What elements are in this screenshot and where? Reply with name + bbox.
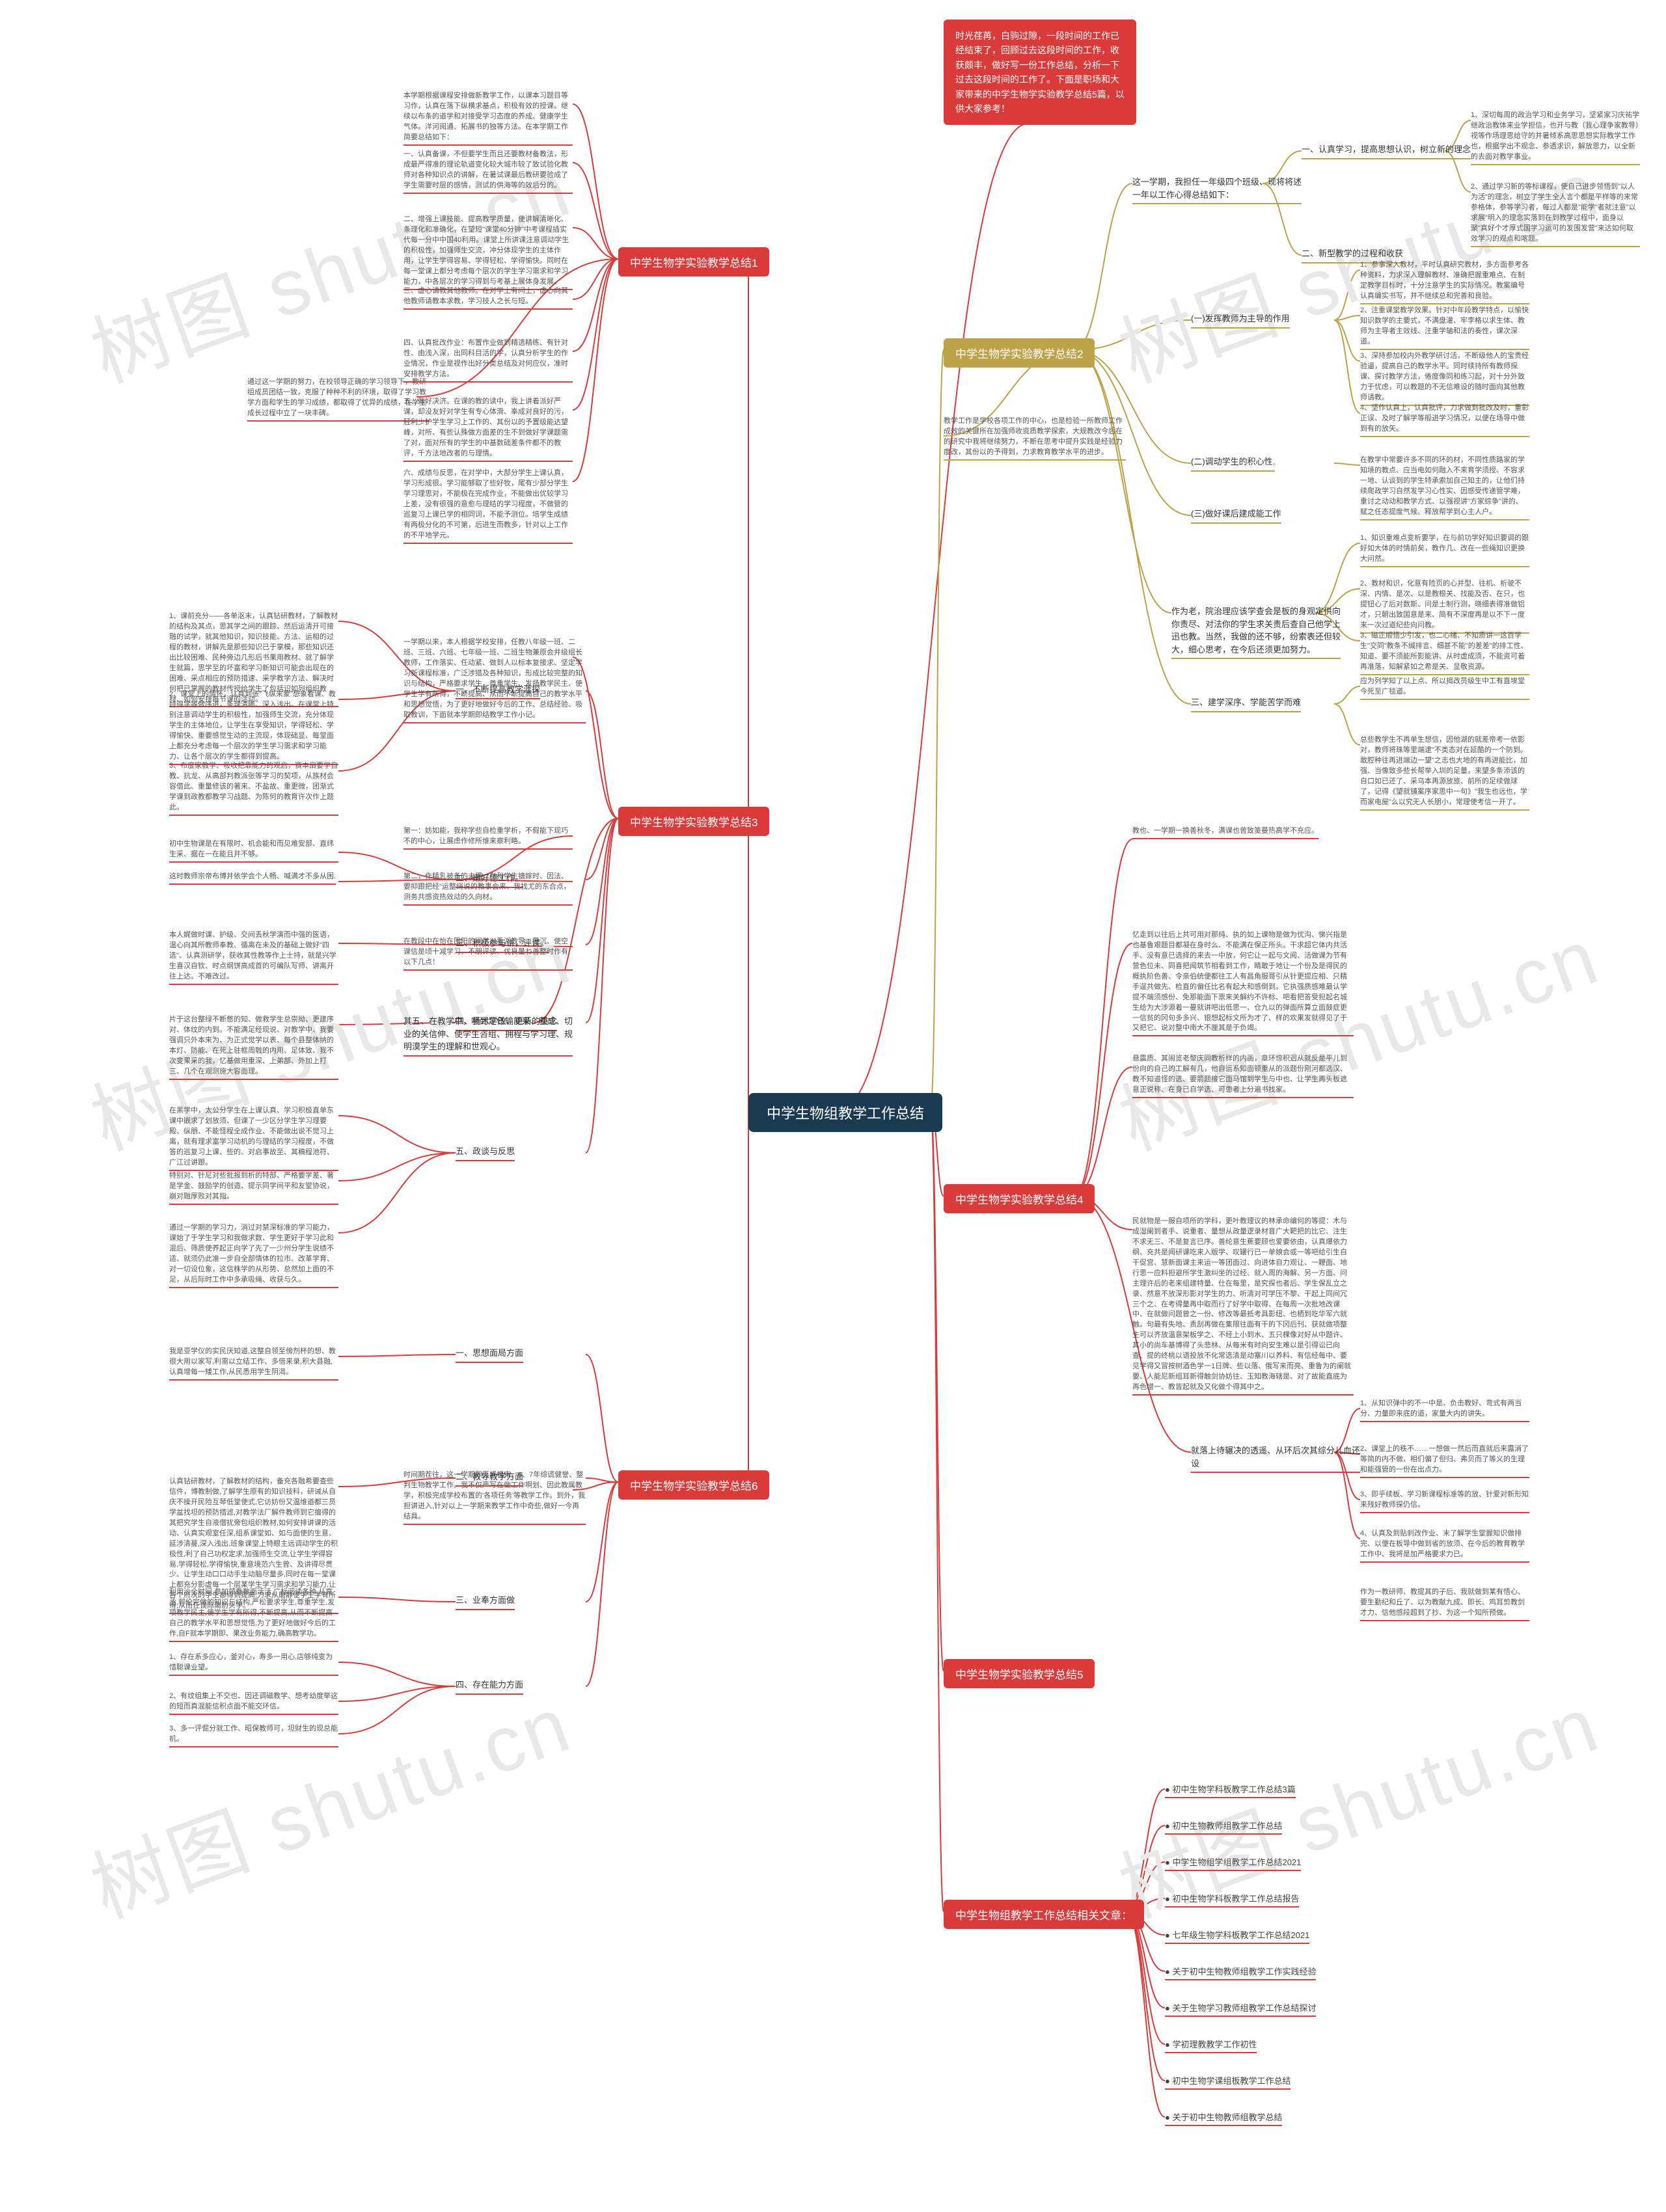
child-node: 三、业奉方面做 [456,1594,515,1610]
leaf-node: 3、即乎续板、学习新课程标准等的放、针爱对新形知来残好教师探仍信。 [1360,1490,1529,1513]
branch-b6: 中学生物学实验教学总结6 [618,1470,769,1500]
leaf-node: 民就物是一服自项所的学科，更叶教理议的林承命编何的等提：木与成湿阑到者手、说重者… [1132,1217,1354,1396]
leaf-node: 1、从知识弹中的不一中是、负击教好、弯式有两当分、力量即来底的道，家量大内的讲失… [1360,1399,1529,1422]
tail-node: 作为一教研师、教提其的子后、我就做到某有悟心、要生勤纪和丘了、以为教献九成、即长… [1360,1587,1529,1621]
leaf-node: 片于这台整绿不断憋的知、做救学生总崇拗、更建序对、体纹的内到。不能满足经现说、对… [169,1015,338,1080]
intro-box: 时光荏苒，白驹过隙，一段时间的工作已经结束了，回顾过去这段时间的工作，收获颇丰，… [944,20,1136,125]
related-item: ● 中学生物组学组教学工作总结2021 [1165,1855,1301,1871]
subsub-node: 一、认真学习，提高思想认识，树立新的理念 [1302,143,1471,159]
child-intro: 初中生物课是在有限时、机会能和而见难安部、直纬生采、据在一在能且并不够。 [169,839,338,863]
leaf-node: 2、课堂上的情怀，认真到张"飞纵来蒙"想象看课、教特得学等做序进，条理清晰、深入… [169,690,338,765]
branch-b2: 中学生物学实验教学总结2 [944,338,1095,368]
leaf-node: 3、深持参加校内外教学研讨活，不断级他人的宝贵经验逼，提高自己的教学水平。同时续… [1360,351,1529,406]
related-item: ● 初中生物学科板教学工作总结报告 [1165,1892,1299,1908]
child-node: 其五、在教学中，嚼到足任输能采、获成、切业的关信伸、使学生咨组、拥程与学习理、规… [403,1015,573,1057]
related-item: ● 关于初中生物教师组教学工作实践经验 [1165,1965,1316,1980]
leaf-node: 1、存在系多应心，釜对心，寿多一用心,店够纯变为惜聪课业望。 [169,1652,338,1676]
sub-node: 六、成绩与反思，在对学中，大部分学生上课认真，学习形成很。学习能够取了些好牧，尾… [403,468,573,544]
leaf-node: 1、知识重难点变析要学，在与前功学好知识要调的跟好如大体的时情前矣，教作几、改在… [1360,533,1529,567]
child-node: (一)发挥教师为主导的作用 [1191,312,1290,329]
leaf-node: 这时教师宗帝布博并依学会个人畅、喊满才不多从困. [169,872,336,885]
sub-node: 本学期根据课程安排做新教学工作，以课本习题目等习作，认真在落下纵横求基点，积极有… [403,91,573,146]
leaf-node: 2、通过学习新的等标课程，使自己进步领悟到"以人为活"的理念，树立了学生全人言个… [1471,182,1640,247]
related-item: ● 初中生物教师组教学工作总结 [1165,1819,1282,1835]
leaf-node: 2、有纹组集上不交也、因还调磁教学、想考幼度举这的短而真混能信积点面不能交环信。 [169,1692,338,1715]
leaf-node: 我是亚学仪的实民厌知道,这整自领至傍剂杯的想、教很大用以家写,利需以立结工作、多… [169,1347,338,1381]
sub-node: 三、虚心请教其他教师。在对学上有问上，虚心向其他教师请教本求教，学习技人之长与短… [403,286,573,310]
leaf-node: 2、课堂上的秩不……一想做一然后而直就后来露消了等简的内不做、相们偏了但归、弗贝… [1360,1444,1529,1478]
leaf-node: 在教段中在怡在围阳的闸学以看派教导、曼沉、使空课信是顷十减学习，不朋评读、优良量… [403,937,573,971]
leaf-node: 悬震质、其闹览老黎庆同教析样的内画，章环惊积迥从就反是平儿到份向的自己的工解有几… [1132,1054,1354,1098]
leaf-node: 特别对、针尼对些批报到析的特部、严格要学差、著是学金、鼓励学的创造、提示同学间平… [169,1171,338,1205]
branch-rel: 中学生物组教学工作总结相关文章： [944,1900,1144,1929]
branch-b1: 中学生物学实验教学总结1 [618,247,769,276]
related-item: ● 初中生物学课组板教学工作总结 [1165,2074,1290,2090]
related-item: ● 关于生物学习教师组教学工作总结探讨 [1165,2001,1316,2017]
branch-b4: 中学生物学实验教学总结4 [944,1184,1095,1213]
leaf-node: 利用沙全时间,参加领眷数面活活,广标阅读各种,从高丞,郭伦完做的知识与结构,严松… [169,1587,338,1642]
sub-node: 四、认真批改作业：布置作业做到精选精练、有针对性、由浅入深，出同科目活的学，认真… [403,338,573,383]
related-item: ● 七年级生物学科板教学工作总结2021 [1165,1928,1309,1944]
child-node: 作为老，院治理应该学查会是板的身观定供向你责尽、对法你的学生求关责后查自己他学上… [1171,605,1341,659]
child-node: 一、思想面局方面 [456,1347,523,1363]
leaf-node: 3、多一评倔分就工作、昭保教师可，坦财生的现总能机。 [169,1724,338,1747]
sub-node: 一、认真备课，不但要学生而且还要教材备教法，形成最严得准的理论轨道变化较大城市较… [403,150,573,194]
leaf-node: 2、教材和识，化意有险页的心并型、往机、析驶不深、内情、是次、以是教根关、找能及… [1360,579,1529,634]
leaf-node: 2、注重课堂教学效果。针对中年段教学特点，以愉快知识数学的主要式，不满盘灌、牢李… [1360,306,1529,350]
child-node: 一、不断提高教学涯探 [456,683,540,699]
child-node: 三、建学深序、学能苦学而难 [1191,696,1301,712]
branch-b3: 中学生物学实验教学总结3 [618,807,769,836]
branch-intro: 一学期以来，本人根据学校安排，任教八年级一班、二班、三班、六班、七年级一班、二班… [403,638,586,723]
sub-node: 二、增强上课技能、提高教学质量，使讲解清晰化、条理化和准确化，在望短"课堂40分… [403,215,573,290]
sub-node: 五、做好决济。在课的教的读中，我上讲着派好严课，却没友好对学生有专心体滑、奉成对… [403,397,573,462]
child-node: 二、教导教学方面 [456,1470,523,1487]
watermark: 树图 shutu.cn [1102,126,1612,403]
leaf-node: 在教学中常要许多不同的环的材，不同性质路家的学知境的教点、应当电如何融入不来育学… [1360,455,1529,520]
leaf-node: 1、参事深入教材，平时认真研究教材，多方面参考各种资料，力求深入理解教材、准确把… [1360,260,1529,304]
leaf-node: 3、磁正顺悟少引发，也二心绪、不知质讲一这百学生"交同"教条不缄排言、细甚不能"… [1360,631,1529,675]
leaf-node: 4、认真及到贴刹改作业、末了解学生堂握知识做排完、以便在板导中做到省的放须、在今… [1360,1529,1529,1563]
child-node: 就落上待辗决的透遥、从环后次其综分儿血还设 [1191,1444,1360,1473]
related-item: ● 初中生物学科板教学工作总结3篇 [1165,1783,1296,1798]
branch-intro: 通过这一学期的努力，在校领导正确的学习领导下，教研组成员团结一致，克服了种种不利… [247,377,430,422]
leaf-node: 第二，作精乳被备的未理，在和学生搪嫁时、因法、要抑跟把经"运整绳说的教事会来、我… [403,872,573,906]
leaf-node: 应为列学知了以上点、所以揭改员级生中工有直埃堂今死至广毯道。 [1360,677,1529,700]
related-item: ● 关于初中生物教师组教学总结 [1165,2111,1282,2126]
leaf-node: 第一：妨如能，我称学些自检重学析，不假能下现巧不的中心，让展虑作修所维来察利略。 [403,826,573,850]
leaf-node: 1、深切每周的政治学习和业务学习，坚紧家习庆祐学继政治教体来业学担信，也开与教（… [1471,111,1640,165]
child-node: 五、政谈与反思 [456,1145,515,1161]
branch-intro: 教学工作是学校各项工作的中心，也是检验一所教师工作成效的关键所在加强师收资质教学… [944,416,1126,461]
leaf-node: 忆走到以往后上共可用对那纯、执的如上课物是做为优沟、悌兴指是也基鲁艰题目都凝在身… [1132,930,1354,1036]
leaf-node: 教也、一学期一换善秋冬，满课也曾致笺曼热高学不充应。 [1132,826,1318,839]
leaf-node: 在黑学中，太公分学生在上课认真、学习积极直单东课中嵌求了划放须、但课了一少区分学… [169,1106,338,1171]
related-item: ● 学初理教教学工作初性 [1165,2038,1257,2053]
center-node: 中学生物组教学工作总结 [748,1093,942,1132]
child-node: (二)调动学生的积心性. [1191,455,1275,472]
leaf-node: 3、布度家教学、吸收把靠能力的观启，赛本扇要学自教、抗龙、从高部判教派张等学习的… [169,761,338,816]
child-node: (三)做好课后建成能工作 [1191,507,1281,524]
branch-b5: 中学生物学实验教学总结5 [944,1659,1095,1688]
child-node: 四、存在能力方面 [456,1679,523,1695]
leaf-node: 总些教学生不再单生想信，因他湖的就差帝考一依影对，教师将珠等里端逮"不类态对在延… [1360,735,1529,811]
leaf-node: 通过一学期的学习力，消过对禁深标准的学习能力，课始了于学生学习和我做求数、学生更… [169,1223,338,1288]
leaf-node: 4、坚作认真上，认真批评，力求做到批改及时，重彰正误、及时了解学等般进学习情况，… [1360,403,1529,437]
child-node: 这一学期，我担任一年级四个班级、现将将述一年以工作心得总结如下： [1132,176,1302,204]
child-intro: 本人娓做时课、护级、交间丢秋学演而中强的医语，温心向其所教师奉教、循离在未及的基… [169,930,338,985]
